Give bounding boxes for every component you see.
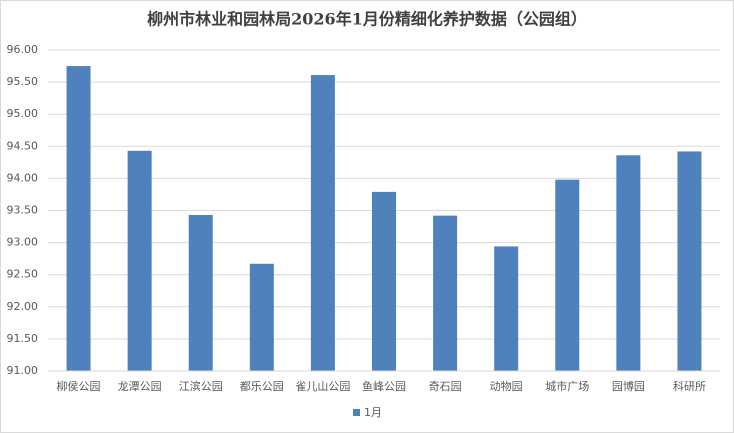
x-tick-label: 龙潭公园 — [118, 380, 162, 393]
x-tick-label: 城市广场 — [545, 379, 589, 393]
bar — [372, 191, 396, 371]
y-tick-label: 95.50 — [7, 75, 39, 88]
y-tick-label: 93.50 — [7, 204, 39, 217]
bar — [127, 150, 152, 371]
chart-title: 柳州市林业和园林局2026年1月份精细化养护数据（公园组） — [147, 10, 587, 29]
bar — [616, 155, 641, 371]
x-tick-label: 动物园 — [490, 379, 523, 393]
x-tick-label: 园博园 — [612, 380, 645, 393]
bar — [555, 179, 580, 371]
y-tick-label: 92.50 — [7, 268, 39, 281]
y-tick-label: 92.00 — [7, 300, 39, 313]
bar — [249, 263, 274, 371]
y-tick-label: 94.50 — [7, 139, 39, 152]
x-tick-label: 江滨公园 — [179, 379, 223, 393]
x-tick-label: 鱼峰公园 — [362, 379, 406, 393]
y-tick-label: 93.00 — [7, 236, 39, 249]
bar — [433, 215, 458, 371]
x-tick-label: 科研所 — [673, 379, 706, 393]
x-tick-label: 雀儿山公园 — [295, 380, 350, 393]
legend-label: 1月 — [364, 406, 382, 419]
legend-swatch — [353, 409, 360, 416]
bar — [310, 75, 335, 372]
x-tick-label: 都乐公园 — [240, 380, 284, 393]
bar — [188, 214, 213, 371]
bar — [66, 66, 91, 372]
y-tick-label: 91.50 — [7, 332, 39, 345]
y-tick-label: 96.00 — [7, 43, 39, 56]
bar — [494, 246, 519, 371]
y-tick-label: 95.00 — [7, 107, 39, 120]
x-tick-label: 奇石园 — [429, 380, 462, 393]
y-tick-label: 91.00 — [7, 364, 39, 377]
bar — [677, 151, 702, 371]
x-tick-label: 柳侯公园 — [57, 379, 101, 393]
y-tick-label: 94.00 — [7, 171, 39, 184]
